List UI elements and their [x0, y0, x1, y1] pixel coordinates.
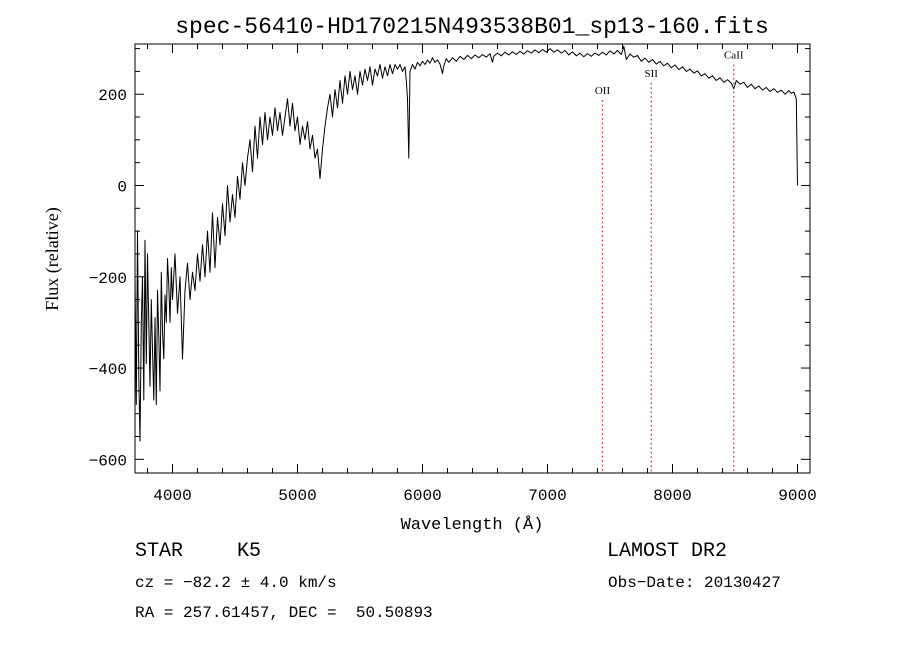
line-marker-label: CaII	[724, 50, 744, 62]
spectrum-line	[134, 45, 798, 442]
sky-coordinates: RA = 257.61457, DEC = 50.50893	[135, 604, 433, 622]
y-tick-label: −400	[89, 361, 127, 379]
x-tick-label: 5000	[278, 487, 316, 505]
object-type: STAR	[135, 540, 184, 563]
x-tick-label: 4000	[153, 487, 191, 505]
chart-title: spec-56410-HD170215N493538B01_sp13-160.f…	[175, 14, 769, 40]
x-axis-label: Wavelength (Å)	[401, 516, 544, 535]
tick-layer: 4000 5000 6000 7000 8000 9000 −600 −400 −200 0 200	[89, 44, 817, 505]
x-tick-label: 7000	[528, 487, 566, 505]
observation-date: Obs−Date: 20130427	[608, 574, 781, 592]
x-tick-label: 8000	[653, 487, 691, 505]
redshift-readout: cz = −82.2 ± 4.0 km/s	[135, 574, 337, 592]
line-marker-label: SII	[645, 68, 659, 80]
line-markers: OII SII CaII	[595, 50, 744, 473]
survey-name: LAMOST DR2	[607, 540, 728, 563]
series-layer	[134, 45, 798, 442]
y-tick-label: 200	[98, 87, 127, 105]
y-tick-label: −600	[89, 452, 127, 470]
y-tick-label: 0	[117, 178, 127, 196]
spectral-subclass: K5	[237, 540, 262, 563]
x-tick-label: 9000	[778, 487, 816, 505]
line-marker-label: OII	[595, 85, 611, 97]
x-tick-label: 6000	[403, 487, 441, 505]
plot-frame	[134, 43, 811, 474]
y-axis-label: Flux (relative)	[42, 207, 63, 310]
plot-axes	[134, 43, 811, 474]
y-tick-label: −200	[89, 270, 127, 288]
